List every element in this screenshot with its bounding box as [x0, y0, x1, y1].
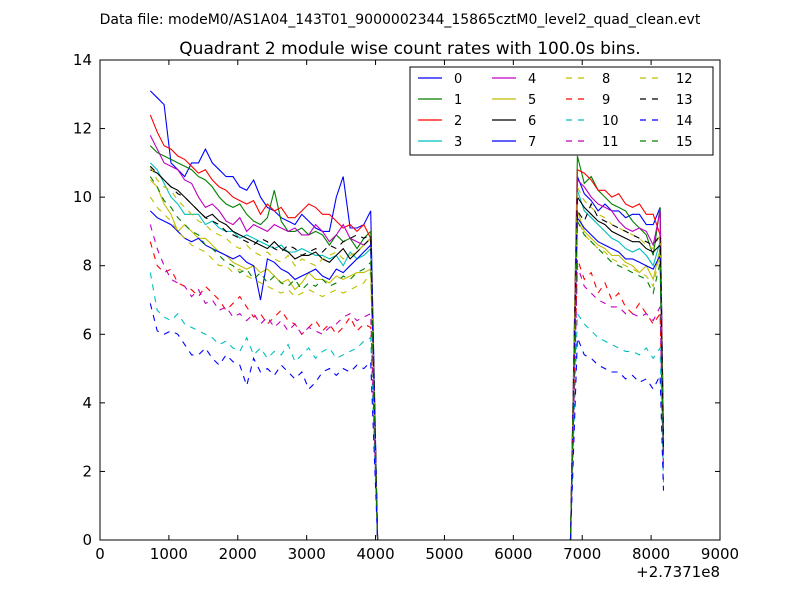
legend-label-13: 13: [676, 93, 693, 108]
y-tick-label: 10: [73, 188, 92, 206]
legend-label-6: 6: [528, 114, 536, 129]
y-tick-label: 14: [73, 51, 92, 69]
x-tick-label: 7000: [563, 545, 601, 563]
series-line-1: [149, 145, 665, 541]
legend-label-14: 14: [676, 114, 693, 129]
ticks-layer: 0 1000 2000 3000 4000 5000 6000 7000 8000 9000 0 2 4…: [73, 51, 739, 563]
legend-box: [409, 66, 714, 156]
x-tick-label: 8000: [632, 545, 670, 563]
y-tick-label: 12: [73, 120, 92, 138]
x-tick-label: 6000: [494, 545, 532, 563]
legend-label-2: 2: [454, 114, 462, 129]
series-line-13: [149, 165, 665, 541]
x-tick-label: 0: [95, 545, 105, 563]
x-tick-label: 3000: [288, 545, 326, 563]
x-tick-label: 9000: [701, 545, 739, 563]
legend-label-4: 4: [528, 72, 536, 87]
plot-frame: [99, 59, 721, 541]
legend-label-3: 3: [454, 135, 462, 150]
legend-label-15: 15: [676, 135, 693, 150]
legend-label-10: 10: [602, 114, 619, 129]
y-tick-label: 6: [82, 325, 92, 343]
legend-label-0: 0: [454, 72, 462, 87]
series-line-11: [149, 224, 665, 541]
y-tick-label: 2: [82, 462, 92, 480]
series-layer: [149, 90, 665, 541]
series-line-4: [149, 135, 665, 541]
y-tick-label: 8: [82, 257, 92, 275]
legend-label-5: 5: [528, 93, 536, 108]
page-title: Data file: modeM0/AS1A04_143T01_90000023…: [100, 12, 701, 28]
series-line-15: [149, 176, 665, 541]
chart-title: Quadrant 2 module wise count rates with …: [179, 39, 640, 59]
x-tick-label: 5000: [425, 545, 463, 563]
legend-label-1: 1: [454, 93, 462, 108]
legend-label-9: 9: [602, 93, 610, 108]
legend-label-8: 8: [602, 72, 610, 87]
y-tick-label: 0: [82, 531, 92, 549]
x-offset-label: +2.7371e8: [636, 563, 720, 581]
series-line-2: [149, 114, 665, 541]
legend-label-12: 12: [676, 72, 693, 87]
series-line-12: [149, 166, 665, 541]
series-line-14: [149, 303, 665, 541]
series-line-5: [149, 179, 665, 541]
x-tick-label: 2000: [219, 545, 257, 563]
y-tick-label: 4: [82, 394, 92, 412]
legend-label-7: 7: [528, 135, 536, 150]
series-line-10: [149, 272, 665, 541]
series-line-3: [149, 162, 665, 541]
x-tick-label: 4000: [356, 545, 394, 563]
legend-label-11: 11: [602, 135, 619, 150]
x-tick-label: 1000: [150, 545, 188, 563]
